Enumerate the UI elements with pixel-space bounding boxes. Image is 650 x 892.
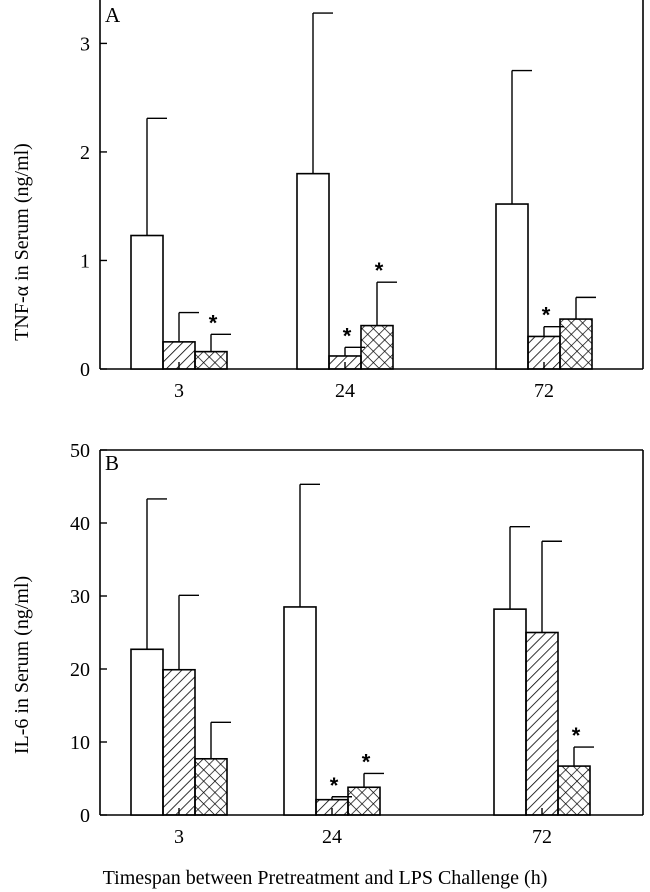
x-tick-label: 24	[322, 826, 342, 848]
y-tick-label: 0	[80, 805, 90, 827]
significance-marker: *	[572, 723, 581, 748]
bar	[162, 668, 196, 816]
significance-marker: *	[209, 310, 218, 335]
significance-marker: *	[542, 303, 551, 328]
y-tick-label: 1	[80, 250, 90, 272]
y-tick-label: 30	[70, 586, 90, 608]
bar	[527, 335, 561, 370]
x-axis-title: Timespan between Pretreatment and LPS Ch…	[103, 867, 548, 889]
panel-b-label: B	[105, 451, 119, 475]
significance-marker: *	[375, 258, 384, 283]
panel-a-y-axis-title: TNF-α in Serum (ng/ml)	[11, 143, 33, 341]
bar	[162, 341, 196, 370]
bar	[328, 355, 362, 370]
x-tick-label: 3	[174, 380, 184, 402]
x-tick-label: 72	[532, 826, 552, 848]
bar	[495, 203, 529, 370]
significance-marker: *	[330, 773, 339, 798]
y-tick-label: 3	[80, 33, 90, 55]
x-tick-label: 72	[534, 380, 554, 402]
bar	[283, 606, 317, 816]
bar	[360, 324, 394, 370]
panel-b: B IL-6 in Serum (ng/ml) 0 10 20 30 40 50 3 24 * *…	[11, 440, 644, 848]
y-tick-label: 2	[80, 142, 90, 164]
bar	[130, 234, 164, 370]
bar	[194, 757, 228, 816]
y-tick-label: 10	[70, 732, 90, 754]
x-tick-label: 24	[335, 380, 355, 402]
bar	[130, 648, 164, 816]
y-tick-label: 50	[70, 440, 90, 462]
significance-marker: *	[362, 749, 371, 774]
y-tick-label: 0	[80, 359, 90, 381]
panel-b-y-axis-title: IL-6 in Serum (ng/ml)	[11, 576, 33, 754]
bar	[525, 631, 559, 816]
panel-b-plot: 0 10 20 30 40 50 3 24 * * 72 *	[70, 440, 644, 848]
panel-a: A TNF-α in Serum (ng/ml) 0 1 2 3 3 * 24 * * 72 *	[11, 0, 644, 402]
bar	[493, 608, 527, 816]
x-tick-label: 3	[174, 826, 184, 848]
panel-a-label: A	[105, 3, 121, 27]
y-tick-label: 20	[70, 659, 90, 681]
bar	[194, 350, 228, 370]
bar	[559, 318, 593, 370]
bar	[315, 798, 349, 816]
significance-marker: *	[343, 323, 352, 348]
bar	[347, 786, 381, 816]
bar	[557, 765, 591, 816]
y-tick-label: 40	[70, 513, 90, 535]
panel-a-plot: 0 1 2 3 3 * 24 * * 72 *	[80, 0, 644, 402]
bar	[296, 172, 330, 370]
